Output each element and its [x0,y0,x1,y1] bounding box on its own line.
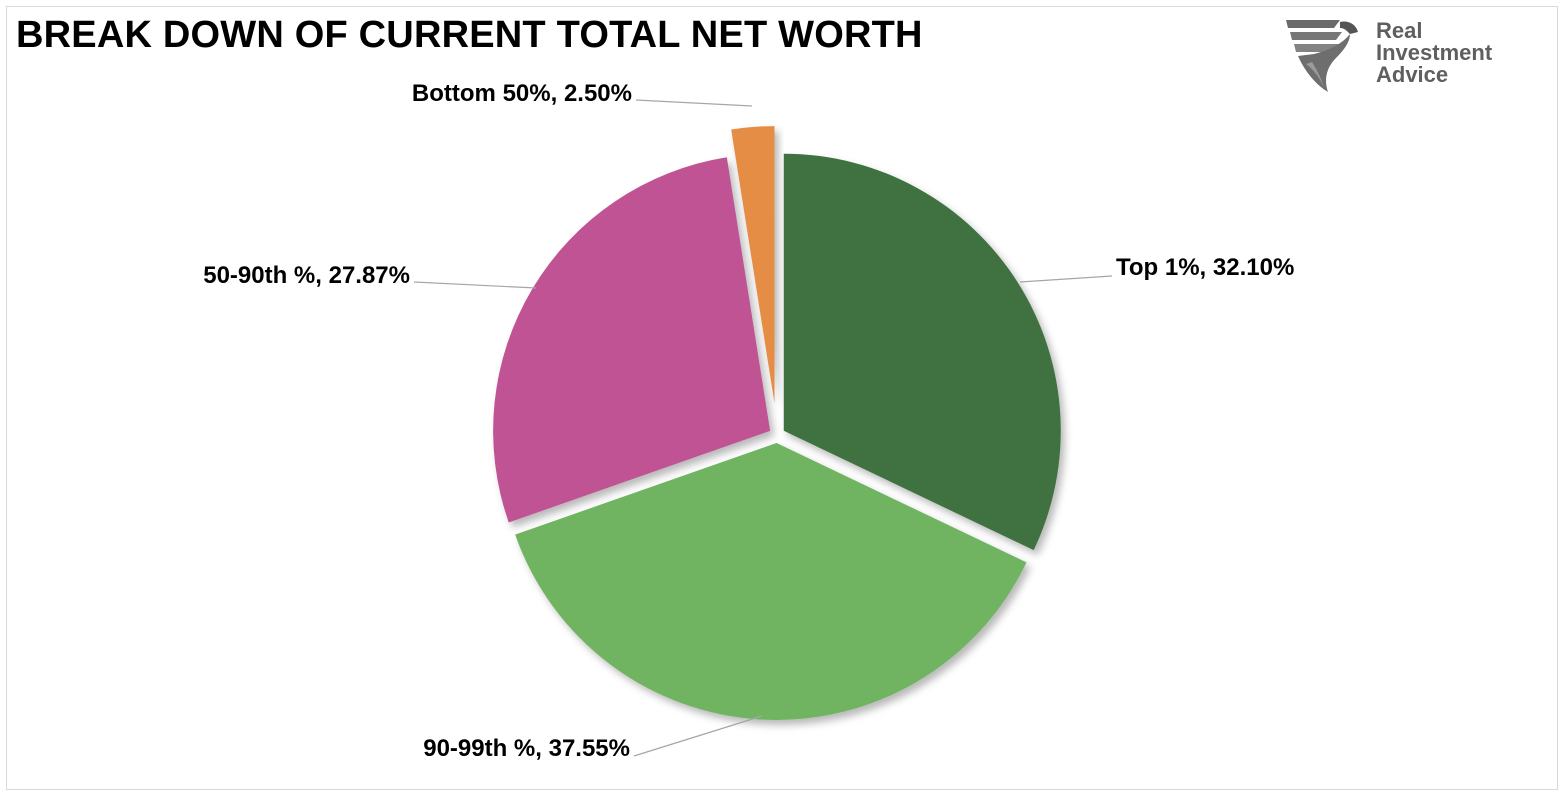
slice-label: Bottom 50%, 2.50% [412,80,632,107]
chart-title: BREAK DOWN OF CURRENT TOTAL NET WORTH [16,14,923,56]
leader-line [633,715,763,757]
brand-line-2: Investment [1376,40,1493,65]
pie-slices [493,126,1061,720]
brand-line-1: Real [1376,18,1423,43]
brand-name: Real Investment Advice [1376,20,1492,86]
pie-slice-top-1 [783,153,1061,551]
brand-line-3: Advice [1376,62,1449,87]
slice-label: 50-90th %, 27.87% [203,262,410,289]
slice-label: Top 1%, 32.10% [1116,254,1294,281]
leader-line [413,281,537,289]
leader-line [1019,275,1113,283]
eagle-logo-icon [1286,20,1358,92]
slice-label: 90-99th %, 37.55% [423,735,630,762]
slice-labels: Top 1%, 32.10% 90-99th %, 37.55% 50-90th %… [203,80,1294,762]
pie-slice-50-90th [493,157,771,523]
pie-slice-90-99th [515,442,1027,720]
leader-lines [413,99,1113,757]
pie-slice-bottom-50 [731,126,775,404]
leader-line [635,99,753,107]
brand-logo: Real Investment Advice [1284,14,1524,94]
